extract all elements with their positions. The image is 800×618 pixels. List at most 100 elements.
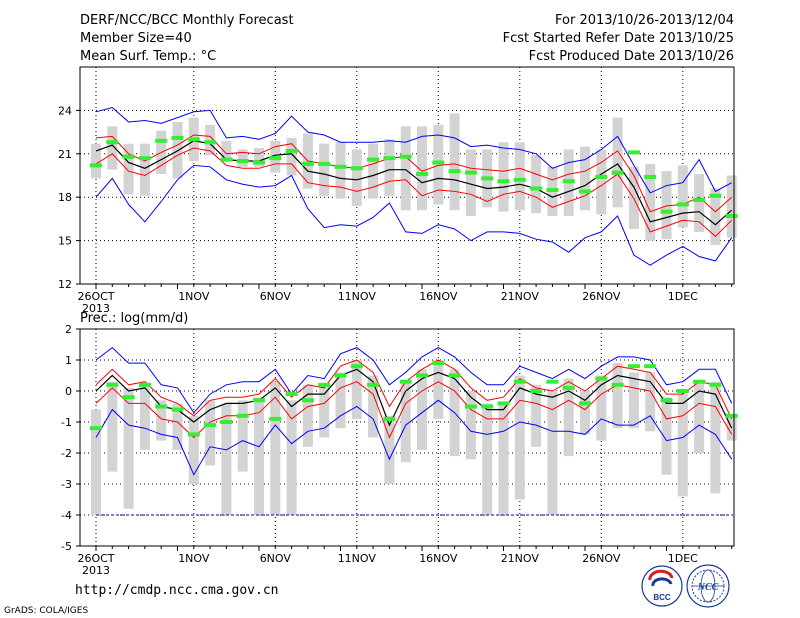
prec-ensemble-mean-mark	[725, 413, 738, 418]
temp-ytick-label: 24	[58, 104, 72, 117]
temp-ensemble-mean-mark	[253, 160, 265, 165]
temp-member-bar	[661, 171, 672, 240]
temp-member-bar	[433, 124, 444, 205]
prec-member-bar	[91, 409, 101, 515]
prec-xtick-label: 1NOV	[178, 552, 210, 565]
temp-ensemble-mean-mark	[367, 157, 380, 162]
prec-ensemble-mean-mark	[138, 382, 151, 387]
prec-ensemble-mean-mark	[187, 432, 200, 437]
temp-member-bar	[205, 124, 216, 156]
prec-ytick-label: -2	[61, 447, 72, 460]
temp-xtick-label: 6NOV	[260, 290, 292, 303]
temp-ensemble-mean-mark	[155, 138, 168, 143]
temp-ytick-label: 18	[58, 191, 72, 204]
prec-median-line	[95, 368, 733, 429]
temp-ensemble-mean-mark	[579, 189, 591, 194]
prec-member-bar	[677, 394, 688, 497]
prec-member-bar	[400, 381, 411, 463]
prec-ensemble-mean-mark	[644, 364, 657, 369]
temp-member-bar	[221, 140, 232, 160]
temp-ensemble-mean-mark	[497, 179, 510, 184]
temp-ensemble-mean-mark	[481, 176, 494, 181]
temp-ensemble-mean-mark	[399, 154, 412, 159]
prec-xtick-label: 21NOV	[501, 552, 540, 565]
prec-member-bar	[710, 381, 721, 494]
temp-member-bar	[498, 142, 509, 212]
temp-member-bar	[449, 113, 460, 211]
prec-member-bar	[254, 397, 264, 515]
prec-member-bar	[319, 384, 330, 438]
prec-member-bar	[384, 415, 395, 484]
prec-ensemble-mean-mark	[530, 389, 543, 393]
temp-median-line	[95, 140, 733, 226]
svg-text:BCC: BCC	[653, 593, 671, 602]
temp-ensemble-mean-mark	[693, 198, 706, 203]
temp-member-bar	[368, 143, 379, 199]
temp-member-bar	[417, 126, 427, 211]
temp-ensemble-mean-mark	[432, 160, 445, 165]
temp-ensemble-mean-mark	[318, 161, 331, 166]
prec-member-bar	[694, 381, 705, 453]
temp-xtick-label: 26OCT	[77, 290, 114, 303]
prec-ensemble-mean-mark	[204, 423, 217, 428]
prec-member-bar	[645, 372, 656, 432]
prec-ensemble-mean-mark	[627, 364, 640, 369]
prec-ensemble-mean-mark	[546, 379, 559, 384]
temp-ensemble-mean-mark	[122, 154, 135, 159]
temp-ensemble-mean-mark	[448, 169, 461, 174]
prec-xtick-label: 16NOV	[419, 552, 458, 565]
prec-member-bar	[531, 384, 542, 447]
temp-ensemble-mean-mark	[285, 148, 298, 153]
prec-p90-line	[95, 359, 733, 420]
temp-ensemble-mean-mark	[660, 209, 673, 214]
prec-member-bar	[107, 381, 118, 472]
temp-member-bar	[580, 146, 590, 211]
prec-ensemble-mean-mark	[432, 361, 445, 366]
prec-ensemble-mean-mark	[399, 379, 412, 384]
header-title: DERF/NCC/BCC Monthly Forecast	[80, 13, 294, 28]
temp-ensemble-mean-mark	[416, 172, 428, 177]
prec-xtick-label: 26OCT	[77, 552, 114, 565]
prec-member-bar	[237, 400, 248, 472]
grads-credit: GrADS: COLA/IGES	[4, 606, 88, 616]
header-member-size: Member Size=40	[80, 31, 192, 46]
temp-member-bar	[139, 143, 150, 196]
prec-member-bar	[156, 400, 167, 441]
prec-xtick-label: 26NOV	[582, 552, 621, 565]
temp-member-bar	[123, 143, 134, 195]
prec-ensemble-mean-mark	[220, 420, 233, 424]
temp-ensemble-mean-mark	[513, 177, 526, 182]
prec-ensemble-mean-mark	[318, 382, 331, 387]
temp-ensemble-mean-mark	[236, 159, 249, 164]
temp-p10-line	[95, 147, 733, 237]
prec-xtick-year: 2013	[82, 564, 110, 577]
prec-ensemble-mean-mark	[106, 382, 119, 387]
prec-member-bar	[661, 397, 672, 475]
prec-ensemble-mean-mark	[383, 416, 396, 421]
prec-ensemble-mean-mark	[611, 382, 624, 387]
temp-member-bar	[531, 155, 542, 214]
prec-xtick-label: 1DEC	[668, 552, 698, 565]
temp-p90-line	[95, 134, 733, 213]
prec-min-line	[95, 399, 733, 476]
prec-member-bar	[368, 375, 379, 438]
temp-member-bar	[677, 165, 688, 228]
temp-ensemble-mean-mark	[383, 156, 396, 161]
temp-xtick-label: 26NOV	[582, 290, 621, 303]
prec-ensemble-mean-mark	[90, 426, 102, 431]
temp-member-bar	[465, 149, 476, 217]
prec-ensemble-mean-mark	[497, 401, 510, 406]
temp-ensemble-mean-mark	[106, 140, 119, 145]
temp-ensemble-mean-mark	[595, 174, 608, 179]
temp-max-line	[95, 106, 732, 194]
prec-ensemble-mean-mark	[693, 379, 706, 384]
temp-ensemble-mean-mark	[269, 156, 282, 161]
prec-member-bar	[465, 391, 476, 460]
temp-xtick-label: 16NOV	[419, 290, 458, 303]
temp-ensemble-mean-mark	[334, 164, 347, 169]
temp-member-bar	[694, 174, 705, 232]
temp-ensemble-mean-mark	[644, 174, 657, 179]
temp-xtick-label: 1DEC	[668, 290, 698, 303]
header-variable: Mean Surf. Temp.: °C	[80, 49, 216, 64]
temp-xtick-label: 11NOV	[338, 290, 377, 303]
